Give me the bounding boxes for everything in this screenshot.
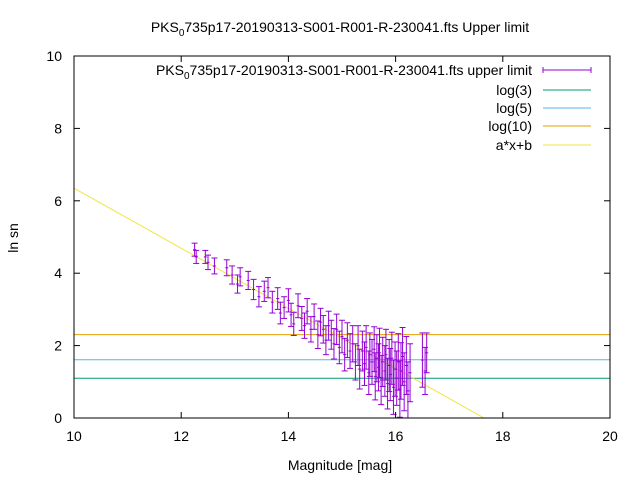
plot-frame bbox=[73, 55, 611, 419]
legend-label-log3: log(3) bbox=[496, 82, 532, 98]
data-point bbox=[407, 343, 414, 403]
data-point bbox=[250, 278, 257, 301]
data-point bbox=[336, 330, 343, 365]
data-point bbox=[237, 267, 244, 287]
data-point bbox=[333, 313, 340, 346]
data-point bbox=[365, 350, 372, 395]
x-tick-label: 16 bbox=[388, 428, 404, 444]
data-point bbox=[281, 296, 288, 319]
data-point bbox=[356, 348, 363, 390]
data-point bbox=[211, 257, 218, 275]
data-point bbox=[255, 286, 262, 308]
data-point bbox=[330, 328, 337, 360]
data-point bbox=[205, 254, 211, 271]
fit-line bbox=[74, 187, 485, 418]
data-point bbox=[325, 310, 332, 341]
data-point bbox=[363, 325, 370, 370]
data-point bbox=[245, 270, 252, 290]
data-point bbox=[320, 315, 327, 344]
data-point bbox=[202, 249, 209, 264]
data-point bbox=[277, 301, 284, 325]
data-point bbox=[341, 337, 348, 372]
x-tick-label: 10 bbox=[66, 428, 82, 444]
data-point bbox=[234, 274, 241, 294]
data-points bbox=[191, 242, 430, 419]
y-tick-label: 8 bbox=[54, 120, 62, 136]
data-point bbox=[223, 259, 230, 277]
y-tick-label: 6 bbox=[54, 193, 62, 209]
legend-label-series: PKS0735p17-20190313-S001-R001-R-230041.f… bbox=[156, 62, 532, 82]
y-axis-label: ln sn bbox=[5, 223, 21, 253]
data-point bbox=[366, 332, 373, 377]
data-point bbox=[378, 354, 385, 406]
plot-lines bbox=[74, 187, 610, 418]
legend: PKS0735p17-20190313-S001-R001-R-230041.f… bbox=[156, 62, 592, 153]
plot-area bbox=[74, 187, 610, 419]
data-point bbox=[274, 287, 281, 310]
legend-label-log10: log(10) bbox=[488, 118, 532, 134]
data-point bbox=[295, 293, 302, 319]
data-point bbox=[193, 249, 200, 264]
data-point bbox=[314, 320, 321, 349]
y-tick-label: 4 bbox=[54, 265, 62, 281]
x-tick-label: 18 bbox=[495, 428, 511, 444]
chart-title: PKS0735p17-20190313-S001-R001-R-230041.f… bbox=[151, 19, 529, 39]
y-tick-label: 10 bbox=[46, 48, 62, 64]
data-point bbox=[311, 303, 318, 330]
data-point bbox=[288, 302, 295, 327]
x-axis-label: Magnitude [mag] bbox=[288, 457, 392, 473]
x-tick-label: 14 bbox=[281, 428, 297, 444]
data-point bbox=[261, 280, 268, 302]
data-point bbox=[285, 288, 292, 313]
y-tick-label: 0 bbox=[54, 410, 62, 426]
data-point bbox=[298, 306, 305, 331]
data-point bbox=[339, 319, 345, 354]
data-point bbox=[423, 332, 430, 374]
legend-label-log5: log(5) bbox=[496, 100, 532, 116]
legend-label-fit: a*x+b bbox=[496, 137, 532, 153]
data-point bbox=[344, 322, 351, 359]
data-point bbox=[373, 334, 380, 383]
x-tick-label: 20 bbox=[602, 428, 618, 444]
data-point bbox=[304, 298, 311, 325]
data-point bbox=[352, 343, 359, 381]
data-point bbox=[269, 290, 276, 314]
axes: 10 12 14 16 18 20 0 2 4 6 8 10 bbox=[46, 48, 618, 444]
data-point bbox=[419, 332, 426, 388]
data-point bbox=[328, 319, 335, 350]
data-point bbox=[317, 307, 324, 337]
y-tick-label: 2 bbox=[54, 338, 62, 354]
data-point bbox=[290, 311, 297, 336]
data-point bbox=[265, 277, 272, 299]
legend-sample-series bbox=[542, 67, 592, 73]
data-point bbox=[229, 265, 236, 285]
x-tick-label: 12 bbox=[173, 428, 189, 444]
data-point bbox=[301, 312, 308, 339]
data-point bbox=[369, 338, 376, 385]
data-point bbox=[347, 333, 354, 369]
